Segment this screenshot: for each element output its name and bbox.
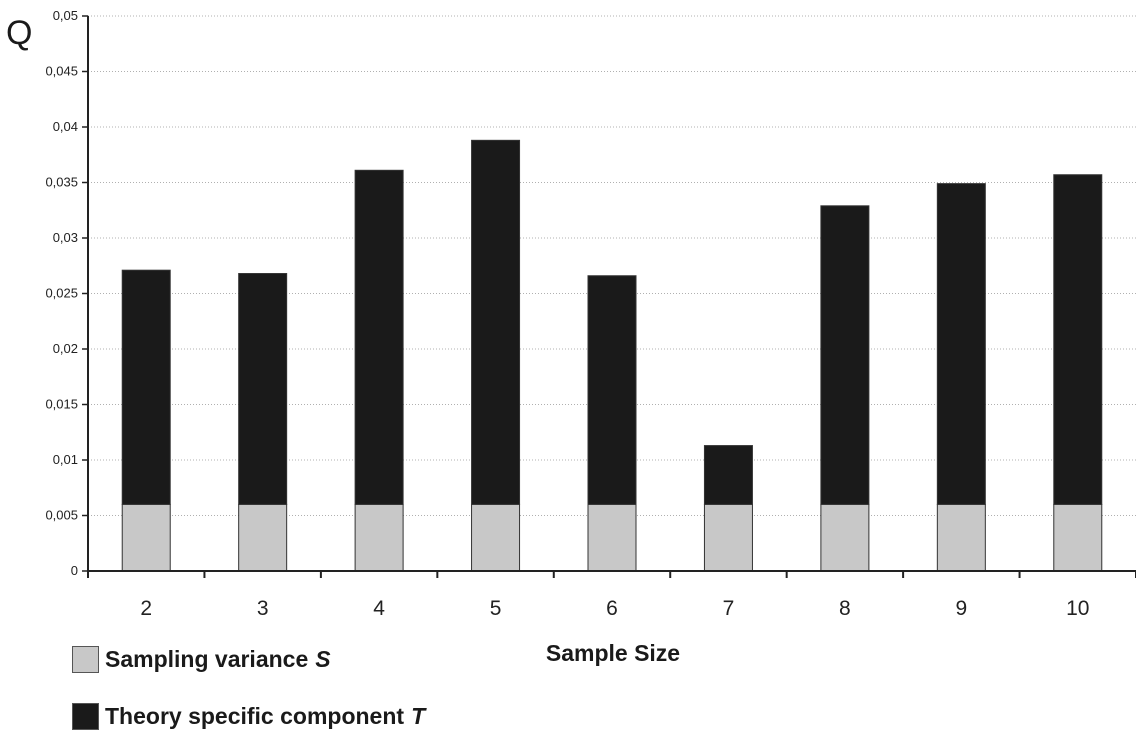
legend-symbol-t: T <box>411 703 426 729</box>
bar-segment-sampling-variance <box>471 503 521 572</box>
x-tick-label: 8 <box>839 597 851 620</box>
bar-segment-theory-component <box>471 139 521 505</box>
x-tick-label: 7 <box>723 597 735 620</box>
y-tick-label: 0 <box>71 563 78 578</box>
bar-segment-theory-component <box>936 183 986 505</box>
y-tick-label: 0,02 <box>53 341 78 356</box>
legend-item-theory-component: Theory specific component T <box>72 703 425 730</box>
x-tick-label: 9 <box>955 597 967 620</box>
y-tick-label: 0,025 <box>45 286 78 301</box>
y-tick-label: 0,01 <box>53 452 78 467</box>
x-tick-label: 6 <box>606 597 618 620</box>
legend-symbol-s: S <box>315 646 331 672</box>
bar-segment-theory-component <box>1053 174 1103 505</box>
bar-segment-sampling-variance <box>820 503 870 572</box>
bar-segment-theory-component <box>820 205 870 505</box>
bar-segment-theory-component <box>703 445 753 505</box>
y-tick-label: 0,05 <box>53 8 78 23</box>
x-tick-label: 4 <box>373 597 385 620</box>
x-tick-label: 5 <box>490 597 502 620</box>
y-tick-label: 0,045 <box>45 64 78 79</box>
stacked-bar-chart: 0 0,005 0,01 0,015 0,02 0,025 0,03 0,035 0,04 0,0… <box>45 8 1136 620</box>
legend-swatch-sampling-variance <box>72 646 99 673</box>
x-tick-label: 3 <box>257 597 269 620</box>
x-tick-label: 2 <box>140 597 152 620</box>
legend-item-sampling-variance: Sampling variance S <box>72 646 331 673</box>
y-tick-label: 0,04 <box>53 119 78 134</box>
bar-segment-sampling-variance <box>238 503 288 572</box>
x-axis-label: Sample Size <box>545 640 681 666</box>
bar-segment-theory-component <box>354 169 404 505</box>
legend-swatch-theory-component <box>72 703 99 730</box>
y-tick-label: 0,035 <box>45 175 78 190</box>
bar-segment-theory-component <box>121 269 171 505</box>
legend-label-sampling-variance: Sampling variance <box>105 646 309 672</box>
bar-segment-sampling-variance <box>354 503 404 572</box>
y-axis-label: Q <box>6 14 33 52</box>
y-tick-label: 0,03 <box>53 230 78 245</box>
bar-segment-theory-component <box>238 273 288 505</box>
bar-segment-sampling-variance <box>936 503 986 572</box>
y-tick-label: 0,005 <box>45 508 78 523</box>
bar-segment-theory-component <box>587 275 637 505</box>
bar-segment-sampling-variance <box>121 503 171 572</box>
bar-segment-sampling-variance <box>703 503 753 572</box>
legend-label-theory-component: Theory specific component <box>105 703 405 729</box>
y-tick-label: 0,015 <box>45 397 78 412</box>
bar-segment-sampling-variance <box>1053 503 1103 572</box>
bar-segment-sampling-variance <box>587 503 637 572</box>
x-tick-label: 10 <box>1066 597 1089 620</box>
